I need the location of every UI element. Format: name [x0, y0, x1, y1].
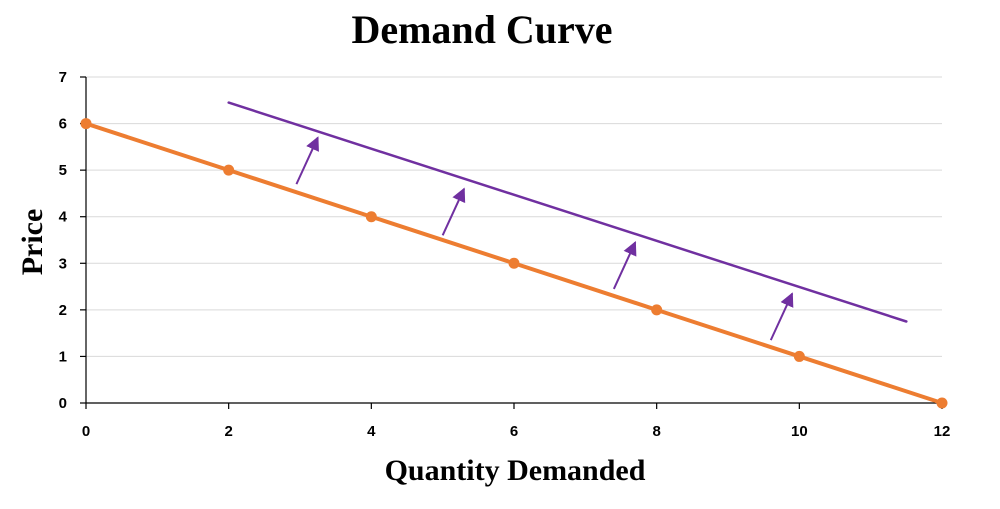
y-tick-label: 2	[59, 302, 67, 319]
x-axis-title: Quantity Demanded	[385, 454, 646, 487]
x-tick-label: 4	[367, 423, 376, 440]
x-tick-label: 2	[224, 423, 232, 440]
shift-arrow	[295, 136, 319, 185]
data-point-marker	[651, 304, 663, 316]
shift-arrows	[295, 136, 794, 341]
gridlines	[86, 76, 942, 357]
shift-arrow	[769, 292, 794, 341]
data-point-marker	[936, 397, 948, 409]
x-tick-labels: 0 2 4 6 8 10 12	[82, 423, 951, 440]
data-point-marker	[80, 118, 92, 130]
x-tick-label: 0	[82, 423, 90, 440]
data-point-marker	[365, 211, 377, 223]
y-tick-label: 0	[59, 395, 67, 412]
y-tick-label: 6	[59, 116, 67, 133]
y-tick-label: 3	[59, 255, 67, 272]
data-point-marker	[223, 164, 235, 176]
chart-title: Demand Curve	[351, 7, 612, 52]
y-tick-label: 1	[59, 348, 67, 365]
y-tick-label: 4	[59, 209, 68, 226]
x-tick-label: 6	[510, 423, 518, 440]
shift-arrow	[441, 187, 466, 236]
data-point-marker	[508, 257, 520, 269]
shift-arrow	[612, 241, 637, 290]
y-axis-title: Price	[16, 209, 49, 276]
y-tick-labels: 0 1 2 3 4 5 6 7	[59, 69, 68, 412]
series	[80, 101, 948, 409]
x-tick-label: 12	[934, 423, 951, 440]
demand-line-shifted	[227, 101, 908, 323]
x-tick-label: 10	[791, 423, 808, 440]
x-tick-label: 8	[652, 423, 660, 440]
y-tick-label: 7	[59, 69, 67, 86]
y-tick-label: 5	[59, 162, 67, 179]
data-point-marker	[793, 350, 805, 362]
